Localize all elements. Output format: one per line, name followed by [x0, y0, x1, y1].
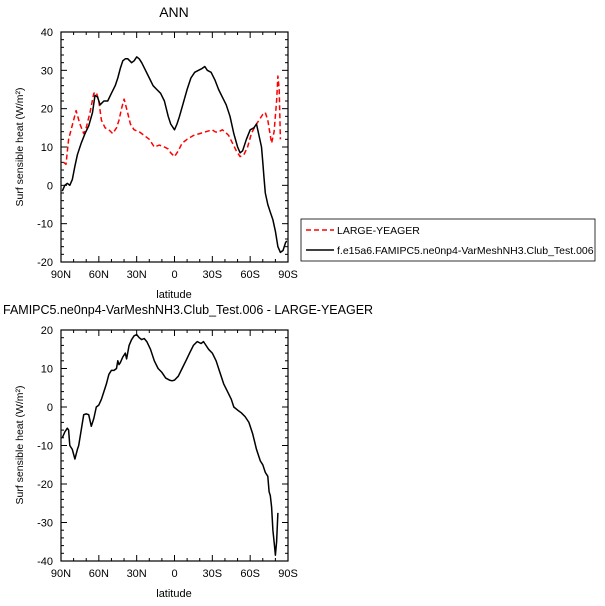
bottom-y-axis-label: Surf sensible heat (W/m²): [14, 385, 26, 504]
bottom-plot-frame: [60, 329, 289, 562]
top-series-lines: [61, 56, 288, 254]
bottom-panel: FAMIPC5.ne0np4-VarMeshNH3.Club_Test.006 …: [3, 303, 373, 600]
bottom-axis-ticks: 90N 60N 30N 0 30S 60S 90S -40 -30 -20 -10 0 10 20: [37, 325, 298, 580]
top-x-tick-label: 60S: [240, 269, 260, 281]
legend-label-famipc5: f.e15a6.FAMIPC5.ne0np4-VarMeshNH3.Club_T…: [337, 245, 594, 257]
top-y-axis-label: Surf sensible heat (W/m²): [14, 87, 26, 206]
legend: LARGE-YEAGER f.e15a6.FAMIPC5.ne0np4-VarM…: [300, 218, 596, 262]
top-x-tick-label: 90S: [278, 269, 298, 281]
top-axis-ticks: 90N 60N 30N 0 30S 60S 90S -20 -10 0 10 20 30 40: [37, 27, 298, 281]
bottom-x-tick-label: 30S: [203, 568, 223, 580]
legend-box: [300, 218, 596, 262]
legend-label-large-yeager: LARGE-YEAGER: [337, 225, 420, 237]
bottom-y-tick-label: 20: [41, 325, 53, 337]
bottom-x-axis-label: latitude: [156, 588, 191, 600]
top-x-tick-label: 30N: [127, 269, 147, 281]
bottom-y-tick-label: -40: [37, 556, 53, 568]
bottom-series-lines: [61, 333, 279, 556]
top-series-line-1: [61, 56, 288, 254]
bottom-y-tick-label: 0: [47, 402, 53, 414]
top-x-axis-label: latitude: [156, 289, 191, 301]
bottom-chart-title: FAMIPC5.ne0np4-VarMeshNH3.Club_Test.006 …: [3, 303, 373, 317]
bottom-x-tick-label: 0: [171, 568, 177, 580]
top-x-tick-label: 90N: [51, 269, 71, 281]
top-chart-title: ANN: [159, 4, 189, 20]
bottom-y-tick-label: -10: [37, 441, 53, 453]
top-y-tick-label: 30: [41, 65, 53, 77]
bottom-x-tick-label: 60N: [89, 568, 109, 580]
top-x-tick-label: 60N: [89, 269, 109, 281]
bottom-x-tick-label: 60S: [240, 568, 260, 580]
top-series-line-0: [63, 75, 282, 166]
top-y-tick-label: 20: [41, 104, 53, 116]
bottom-y-tick-label: -30: [37, 518, 53, 530]
bottom-x-tick-label: 30N: [127, 568, 147, 580]
top-plot-frame: [60, 31, 289, 263]
bottom-x-tick-label: 90N: [51, 568, 71, 580]
top-y-tick-label: -10: [37, 219, 53, 231]
top-x-tick-label: 30S: [203, 269, 223, 281]
bottom-y-tick-label: -20: [37, 479, 53, 491]
top-x-tick-label: 0: [171, 269, 177, 281]
top-y-tick-label: -20: [37, 257, 53, 269]
bottom-y-tick-label: 10: [41, 364, 53, 376]
top-y-tick-label: 40: [41, 27, 53, 39]
top-y-tick-label: 0: [47, 180, 53, 192]
bottom-series-line-0: [61, 333, 279, 556]
top-y-tick-label: 10: [41, 142, 53, 154]
top-panel: ANN 90N 60N 30N 0 30S 60S 90S -20 -10 0 10 20 30 40 l…: [14, 4, 596, 301]
bottom-x-tick-label: 90S: [278, 568, 298, 580]
